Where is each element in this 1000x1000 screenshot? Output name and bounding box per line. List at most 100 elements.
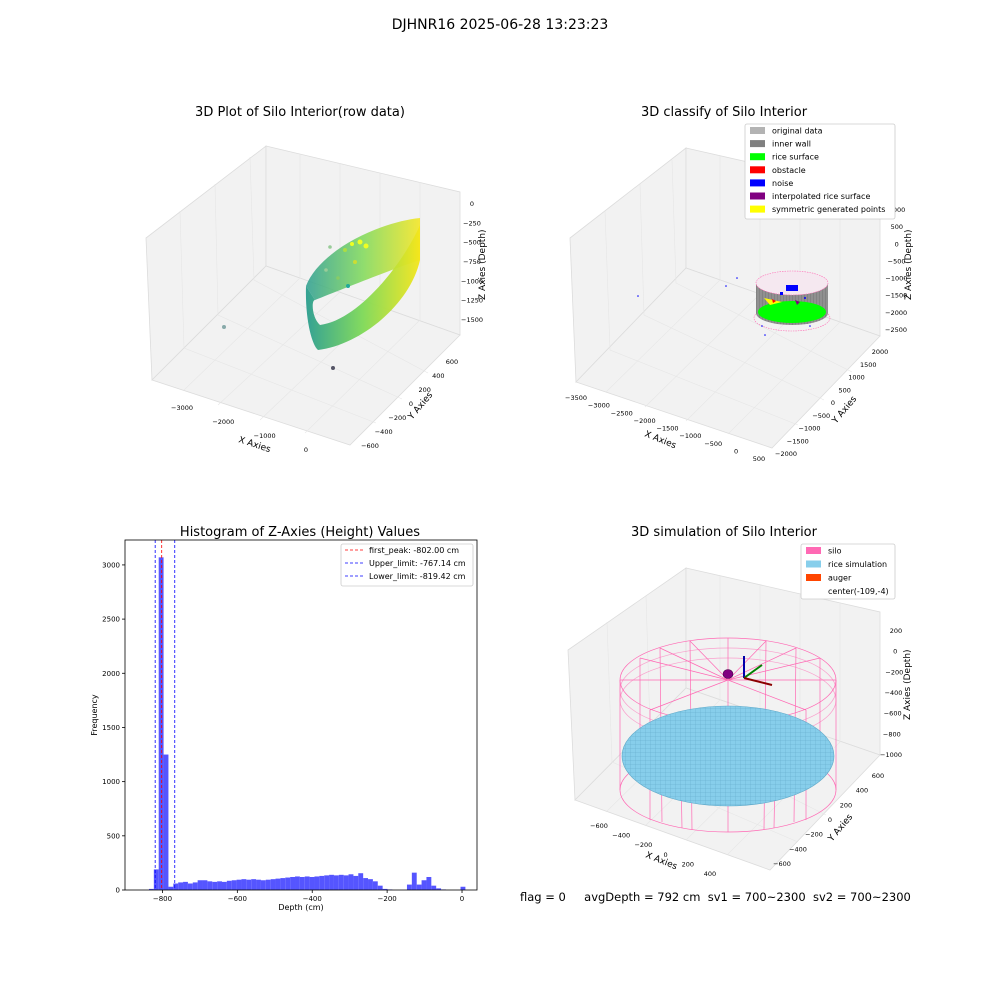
y-tick-label: 200 bbox=[418, 386, 430, 394]
histogram-x-tick-label: −400 bbox=[303, 895, 322, 903]
legend-entry: Lower_limit: -819.42 cm bbox=[369, 572, 466, 581]
histogram-bar bbox=[304, 876, 310, 890]
histogram-x-tick-label: −200 bbox=[378, 895, 397, 903]
legend-entry: center(-109,-4) bbox=[828, 587, 889, 596]
legend-swatch bbox=[750, 153, 765, 161]
rice-simulation-surface bbox=[621, 705, 835, 807]
panel-simulation-title: 3D simulation of Silo Interior bbox=[631, 525, 818, 540]
x-tick-label: −2500 bbox=[611, 409, 633, 417]
histogram-y-tick-label: 500 bbox=[107, 832, 120, 840]
z-tick-label: −400 bbox=[885, 689, 903, 697]
histogram-bar bbox=[260, 880, 266, 890]
z-tick-label: −800 bbox=[883, 730, 901, 738]
x-tick-label: −2000 bbox=[634, 417, 656, 425]
legend-entry: inner wall bbox=[772, 140, 811, 149]
histogram-bar bbox=[158, 557, 164, 890]
y-tick-label: 600 bbox=[872, 772, 884, 780]
panel-classify-x-label: X Axies bbox=[643, 430, 678, 452]
legend-entry: rice surface bbox=[772, 153, 819, 162]
panel-raw-data-z-ticks: −1500 −1250 −1000 −750 −500 −250 0 bbox=[461, 200, 483, 324]
figure-suptitle: DJHNR16 2025-06-28 13:23:23 bbox=[391, 17, 609, 33]
histogram-bar bbox=[236, 879, 242, 890]
legend-swatch bbox=[750, 140, 765, 148]
histogram-y-ticks: 0 500 1000 1500 2000 2500 3000 bbox=[102, 561, 125, 895]
panel-simulation-y-ticks: −600 −400 −200 0 200 400 600 bbox=[773, 772, 884, 868]
z-tick-label: −1500 bbox=[461, 316, 483, 324]
histogram-bar bbox=[251, 879, 257, 890]
x-tick-label: 0 bbox=[664, 851, 668, 859]
histogram-x-tick-label: −600 bbox=[228, 895, 247, 903]
histogram-y-label: Frequency bbox=[90, 694, 99, 736]
histogram-bar bbox=[168, 886, 174, 890]
z-tick-label: 500 bbox=[891, 223, 903, 231]
classify-top-ring bbox=[755, 270, 829, 296]
y-tick-label: 1000 bbox=[848, 374, 865, 382]
histogram-bar bbox=[226, 880, 232, 890]
x-tick-label: 200 bbox=[682, 860, 694, 868]
z-tick-label: −1500 bbox=[885, 292, 907, 300]
histogram-bar bbox=[187, 883, 193, 890]
raw-outlier-point bbox=[363, 243, 369, 249]
panel-histogram-title: Histogram of Z-Axies (Height) Values bbox=[180, 525, 420, 540]
histogram-bar bbox=[246, 879, 252, 890]
legend-entry: noise bbox=[772, 179, 793, 188]
panel-classify-x-ticks: −3500−3000−2500−2000−1500−1000−500 0 500 bbox=[565, 394, 765, 463]
histogram-bar bbox=[411, 872, 417, 890]
y-tick-label: −2000 bbox=[775, 450, 797, 458]
histogram-y-tick-label: 2000 bbox=[102, 670, 120, 678]
histogram-bar bbox=[353, 875, 359, 890]
z-tick-label: −250 bbox=[463, 219, 481, 227]
z-tick-label: 0 bbox=[470, 200, 474, 208]
histogram-bar bbox=[183, 881, 188, 890]
z-tick-label: −750 bbox=[463, 258, 481, 266]
legend-entry: auger bbox=[828, 574, 852, 583]
panel-classify-silo bbox=[637, 270, 831, 336]
histogram-x-ticks: −800 −600 −400 −200 0 bbox=[153, 890, 464, 903]
avg-depth-text: avgDepth = 792 cm bbox=[584, 890, 701, 904]
y-tick-label: 2000 bbox=[872, 348, 889, 356]
legend-swatch bbox=[806, 574, 821, 581]
histogram-bar bbox=[295, 876, 300, 890]
histogram-bar bbox=[207, 881, 213, 890]
histogram-bar bbox=[270, 879, 276, 890]
histogram-x-tick-label: −800 bbox=[153, 895, 172, 903]
histogram-bar bbox=[299, 876, 305, 890]
legend-swatch bbox=[750, 127, 765, 134]
histogram-bar bbox=[280, 878, 286, 890]
raw-outlier-point bbox=[324, 268, 328, 272]
panel-histogram: Histogram of Z-Axies (Height) Values −80… bbox=[90, 525, 478, 912]
legend-entry: silo bbox=[828, 547, 842, 556]
legend-swatch bbox=[750, 205, 765, 213]
classify-interpolated-rice-surface bbox=[795, 300, 800, 305]
histogram-x-label: Depth (cm) bbox=[278, 903, 323, 912]
legend-swatch bbox=[806, 547, 821, 554]
histogram-bar bbox=[416, 884, 422, 890]
histogram-legend: first_peak: -802.00 cm Upper_limit: -767.… bbox=[340, 543, 474, 587]
panel-simulation-z-label: Z Axies (Depth) bbox=[903, 649, 913, 720]
histogram-bar bbox=[329, 874, 334, 890]
legend-entry: symmetric generated points bbox=[772, 205, 885, 214]
x-tick-label: 400 bbox=[704, 870, 716, 878]
histogram-axes-frame bbox=[124, 539, 478, 891]
legend-entry: Upper_limit: -767.14 cm bbox=[369, 559, 466, 568]
x-tick-label: −1000 bbox=[254, 432, 276, 440]
z-tick-label: 200 bbox=[890, 627, 902, 635]
classify-noise-points bbox=[637, 277, 811, 336]
histogram-bar bbox=[338, 874, 344, 890]
histogram-bar bbox=[333, 875, 339, 890]
legend-entry: first_peak: -802.00 cm bbox=[369, 546, 459, 555]
flag-text: flag = 0 bbox=[520, 890, 566, 904]
legend-swatch bbox=[750, 179, 765, 187]
histogram-bar bbox=[368, 879, 373, 890]
histogram-bars bbox=[148, 557, 466, 890]
z-tick-label: −500 bbox=[463, 239, 481, 247]
raw-outlier-point bbox=[222, 325, 226, 329]
z-tick-label: −1000 bbox=[885, 275, 907, 283]
raw-outlier-point bbox=[357, 239, 363, 245]
panel-simulation-x-label: X Axies bbox=[644, 851, 679, 873]
histogram-reference-lines bbox=[154, 540, 176, 890]
classify-bottom-ring bbox=[753, 304, 831, 332]
y-tick-label: 600 bbox=[446, 358, 458, 366]
